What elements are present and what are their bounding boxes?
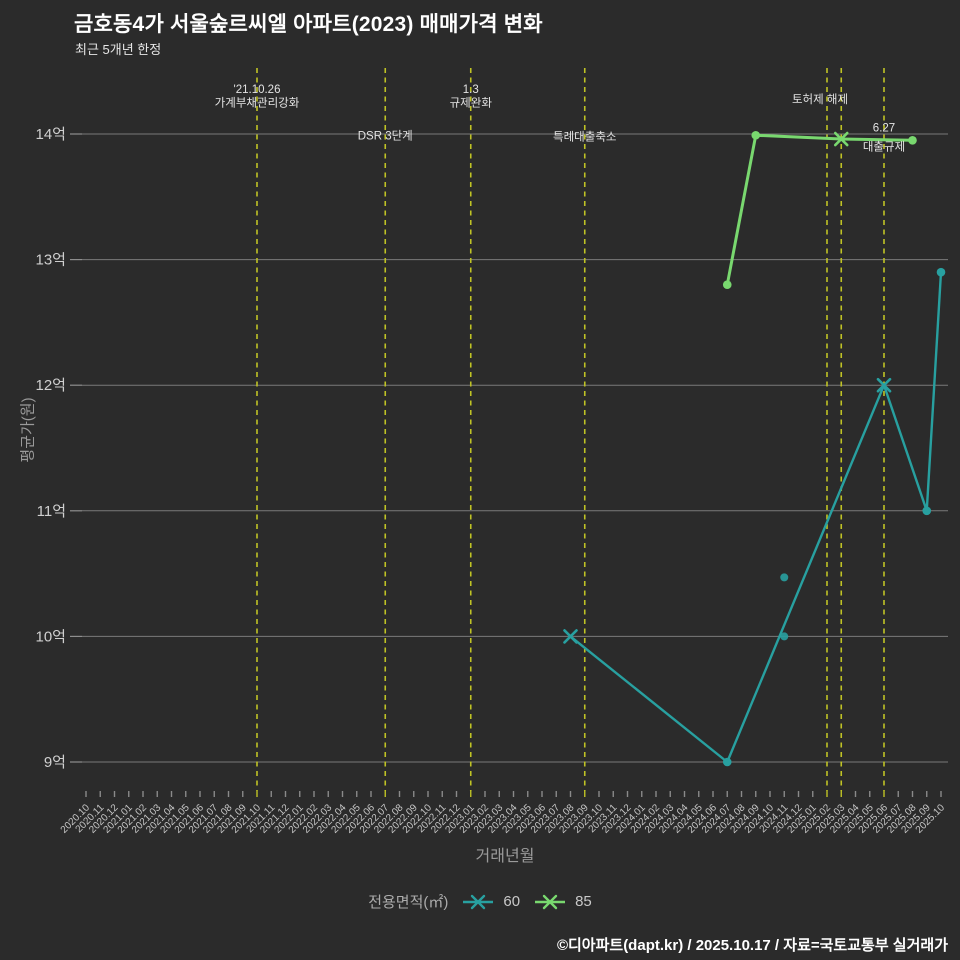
series-85-markers bbox=[722, 130, 917, 290]
legend-label-85: 85 bbox=[575, 893, 592, 910]
legend-label-60: 60 bbox=[503, 893, 521, 910]
data-point-dot bbox=[922, 506, 932, 516]
series-85-line bbox=[725, 133, 914, 287]
series-85 bbox=[725, 133, 914, 287]
data-point-dot bbox=[722, 757, 732, 767]
isolated-data-point bbox=[780, 632, 789, 641]
legend-title: 전용면적(㎡) bbox=[368, 894, 449, 911]
y-tick-label: 13억 bbox=[36, 252, 67, 269]
event-annotation-label: 가계부채관리강화 bbox=[215, 97, 300, 110]
chart-title: 금호동4가 서울숲르씨엘 아파트(2023) 매매가격 변화 bbox=[74, 13, 543, 36]
legend: 전용면적(㎡) 60 85 bbox=[0, 891, 960, 912]
legend-item-85: 85 bbox=[533, 893, 592, 910]
legend-marker-60-icon bbox=[463, 894, 494, 909]
data-point-x-marker bbox=[833, 131, 849, 147]
event-annotation-label: '21.10.26 bbox=[234, 84, 281, 96]
event-annotation-label: 대출규제 bbox=[863, 141, 905, 154]
event-annotation-label: DSR 3단계 bbox=[358, 129, 413, 142]
y-tick-label: 14억 bbox=[36, 126, 67, 143]
y-tick-label: 10억 bbox=[36, 628, 67, 645]
y-tick-label: 12억 bbox=[36, 377, 67, 394]
data-point-x-marker bbox=[876, 377, 892, 393]
data-point-dot bbox=[936, 267, 946, 277]
event-annotation-label: 6.27 bbox=[873, 123, 895, 135]
x-axis-ticks: 2020.102020.112020.122021.012021.022021.… bbox=[59, 791, 947, 836]
legend-marker-85-icon bbox=[535, 894, 566, 909]
x-axis-title: 거래년월 bbox=[475, 848, 535, 865]
data-point-dot bbox=[908, 135, 917, 145]
series-60 bbox=[569, 270, 943, 764]
y-tick-label: 11억 bbox=[37, 503, 66, 520]
y-tick-label: 9억 bbox=[44, 754, 66, 771]
series-60-line bbox=[569, 270, 943, 764]
series-60-markers bbox=[563, 267, 946, 767]
event-annotation-label: 규제완화 bbox=[450, 97, 493, 110]
y-axis-title: 평균가(원) bbox=[19, 397, 37, 463]
event-annotation-label: 토허제 해제 bbox=[792, 93, 848, 106]
chart-subtitle: 최근 5개년 한정 bbox=[75, 42, 162, 57]
credit-footer: ©디아파트(dapt.kr) / 2025.10.17 / 자료=국토교통부 실… bbox=[556, 937, 948, 954]
data-point-dot bbox=[722, 280, 732, 290]
data-point-dot bbox=[751, 130, 761, 140]
event-lines bbox=[256, 68, 885, 791]
event-annotation-label: 1.3 bbox=[463, 84, 479, 96]
y-grid: 9억 10억 11억 12억 13억 14억 bbox=[36, 126, 948, 771]
legend-item-60: 60 bbox=[461, 893, 520, 910]
isolated-data-point bbox=[780, 573, 789, 582]
event-annotation-label: 특례대출축소 bbox=[553, 131, 616, 144]
data-point-x-marker bbox=[563, 629, 578, 644]
